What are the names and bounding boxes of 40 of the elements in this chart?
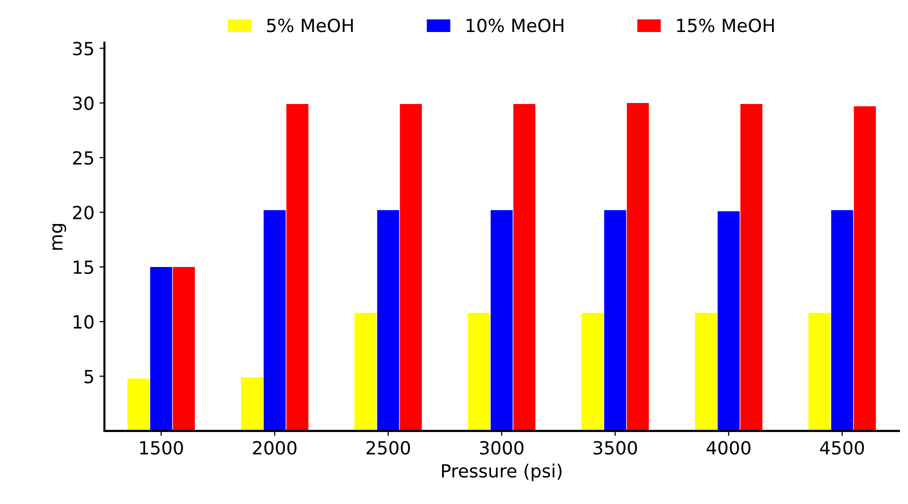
- bar: [286, 104, 308, 431]
- bar: [264, 210, 286, 431]
- y-axis-title: mg: [52, 224, 66, 250]
- x-tick-label: 4000: [706, 440, 750, 455]
- bar: [240, 377, 263, 431]
- bar: [127, 378, 150, 431]
- y-tick-label: 5: [84, 370, 94, 384]
- x-tick-label: 3000: [480, 440, 524, 455]
- y-tick-label: 10: [74, 315, 94, 329]
- x-tick-label: 1500: [140, 440, 183, 455]
- bar: [831, 210, 854, 431]
- legend-label: 15% MeOH: [677, 18, 774, 32]
- y-tick-label: 15: [74, 260, 94, 274]
- bar: [808, 312, 830, 431]
- bar: [604, 210, 626, 431]
- y-tick-label: 20: [73, 206, 94, 220]
- bar: [740, 104, 762, 431]
- y-tick-label: 35: [73, 42, 94, 56]
- legend-label: 5% MeOH: [267, 18, 353, 32]
- bar: [581, 312, 604, 431]
- bar: [400, 104, 422, 431]
- y-tick-label: 30: [73, 96, 94, 110]
- bar: [854, 106, 876, 431]
- y-tick-label: 25: [73, 151, 94, 165]
- bar: [626, 102, 649, 431]
- bar: [513, 104, 536, 431]
- bar: [377, 210, 400, 431]
- bar: [150, 266, 172, 431]
- x-tick-label: 4500: [820, 440, 864, 455]
- x-axis-title: Pressure (psi): [442, 464, 562, 482]
- bar: [490, 210, 513, 431]
- legend-label: 10% MeOH: [466, 18, 564, 32]
- bar: [354, 312, 376, 431]
- bar: [172, 266, 195, 431]
- x-tick-label: 3500: [594, 440, 637, 455]
- x-tick-label: 2000: [253, 440, 296, 455]
- bar: [694, 312, 717, 431]
- bar: [718, 211, 740, 431]
- x-tick-label: 2500: [366, 440, 410, 455]
- bar: [468, 312, 490, 431]
